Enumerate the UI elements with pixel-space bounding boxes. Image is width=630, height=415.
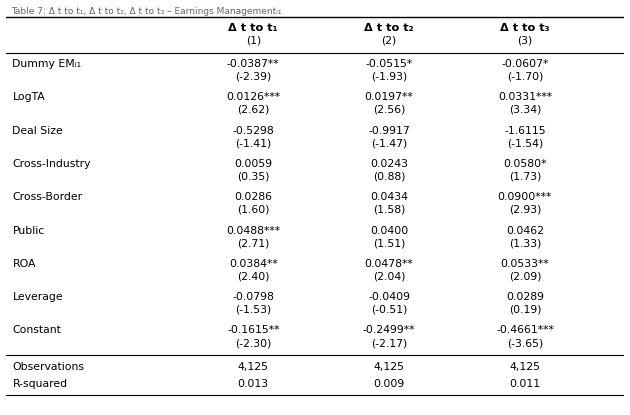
Text: 0.0059: 0.0059 [234, 159, 272, 169]
Text: 0.0533**: 0.0533** [501, 259, 549, 269]
Text: (0.19): (0.19) [508, 305, 541, 315]
Text: (1.60): (1.60) [237, 205, 270, 215]
Text: 0.0197**: 0.0197** [365, 92, 413, 102]
Text: 0.0488***: 0.0488*** [226, 225, 280, 236]
Text: 0.0331***: 0.0331*** [498, 92, 552, 102]
Text: 0.0243: 0.0243 [370, 159, 408, 169]
Text: (3.34): (3.34) [509, 105, 541, 115]
Text: (2.56): (2.56) [373, 105, 405, 115]
Text: -0.4661***: -0.4661*** [496, 325, 554, 335]
Text: (-2.17): (-2.17) [371, 338, 407, 348]
Text: 0.0384**: 0.0384** [229, 259, 278, 269]
Text: (2.62): (2.62) [237, 105, 270, 115]
Text: (-1.70): (-1.70) [507, 72, 543, 82]
Text: R-squared: R-squared [13, 379, 67, 389]
Text: -0.9917: -0.9917 [368, 126, 410, 136]
Text: Dummy EMᵢ₁: Dummy EMᵢ₁ [13, 59, 81, 69]
Text: (2.93): (2.93) [509, 205, 541, 215]
Text: Δ t to t₃: Δ t to t₃ [500, 23, 549, 33]
Text: (2.40): (2.40) [237, 271, 270, 282]
Text: -0.0409: -0.0409 [368, 292, 410, 302]
Text: (-0.51): (-0.51) [371, 305, 407, 315]
Text: -1.6115: -1.6115 [504, 126, 546, 136]
Text: (-1.53): (-1.53) [235, 305, 272, 315]
Text: 0.0400: 0.0400 [370, 225, 408, 236]
Text: (2.04): (2.04) [373, 271, 405, 282]
Text: 0.0462: 0.0462 [506, 225, 544, 236]
Text: (-1.54): (-1.54) [507, 138, 543, 148]
Text: 0.0126***: 0.0126*** [226, 92, 280, 102]
Text: -0.1615**: -0.1615** [227, 325, 280, 335]
Text: 0.0289: 0.0289 [506, 292, 544, 302]
Text: -0.0387**: -0.0387** [227, 59, 280, 69]
Text: -0.2499**: -0.2499** [363, 325, 415, 335]
Text: Public: Public [13, 225, 45, 236]
Text: (1.51): (1.51) [373, 238, 405, 248]
Text: (3): (3) [517, 35, 532, 45]
Text: 0.011: 0.011 [509, 379, 541, 389]
Text: (-2.39): (-2.39) [235, 72, 272, 82]
Text: -0.5298: -0.5298 [232, 126, 274, 136]
Text: Observations: Observations [13, 362, 84, 372]
Text: 4,125: 4,125 [374, 362, 404, 372]
Text: 4,125: 4,125 [510, 362, 541, 372]
Text: Cross-Industry: Cross-Industry [13, 159, 91, 169]
Text: (1.73): (1.73) [509, 172, 541, 182]
Text: (0.35): (0.35) [237, 172, 270, 182]
Text: 0.013: 0.013 [238, 379, 269, 389]
Text: (-1.41): (-1.41) [235, 138, 272, 148]
Text: Δ t to t₁: Δ t to t₁ [229, 23, 278, 33]
Text: (2.09): (2.09) [508, 271, 541, 282]
Text: Table 7: Δ t to t₁, Δ t to t₂, Δ t to t₃ – Earnings Managementᵢ₁: Table 7: Δ t to t₁, Δ t to t₂, Δ t to t₃… [11, 7, 282, 16]
Text: Deal Size: Deal Size [13, 126, 63, 136]
Text: (1.33): (1.33) [509, 238, 541, 248]
Text: (1.58): (1.58) [373, 205, 405, 215]
Text: (-3.65): (-3.65) [507, 338, 543, 348]
Text: ROA: ROA [13, 259, 36, 269]
Text: (2): (2) [381, 35, 397, 45]
Text: (1): (1) [246, 35, 261, 45]
Text: 0.0580*: 0.0580* [503, 159, 547, 169]
Text: 0.0478**: 0.0478** [365, 259, 413, 269]
Text: 0.0900***: 0.0900*** [498, 192, 552, 202]
Text: 0.009: 0.009 [374, 379, 404, 389]
Text: (-2.30): (-2.30) [235, 338, 272, 348]
Text: (2.71): (2.71) [237, 238, 270, 248]
Text: (0.88): (0.88) [373, 172, 405, 182]
Text: Constant: Constant [13, 325, 61, 335]
Text: -0.0515*: -0.0515* [365, 59, 413, 69]
Text: (-1.93): (-1.93) [371, 72, 407, 82]
Text: Leverage: Leverage [13, 292, 63, 302]
Text: 4,125: 4,125 [238, 362, 269, 372]
Text: -0.0798: -0.0798 [232, 292, 274, 302]
Text: 0.0434: 0.0434 [370, 192, 408, 202]
Text: LogTA: LogTA [13, 92, 45, 102]
Text: (-1.47): (-1.47) [371, 138, 407, 148]
Text: Δ t to t₂: Δ t to t₂ [364, 23, 414, 33]
Text: Cross-Border: Cross-Border [13, 192, 83, 202]
Text: 0.0286: 0.0286 [234, 192, 272, 202]
Text: -0.0607*: -0.0607* [501, 59, 549, 69]
